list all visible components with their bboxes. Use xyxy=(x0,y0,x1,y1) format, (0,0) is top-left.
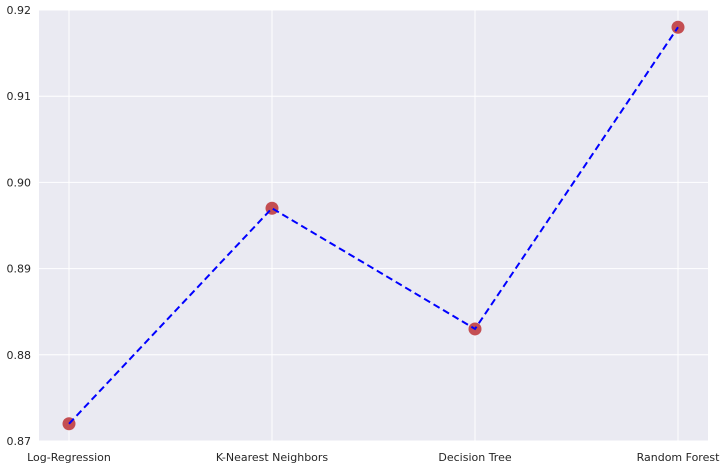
x-tick-label: Log-Regression xyxy=(27,451,111,464)
data-point-marker xyxy=(671,20,685,34)
y-tick-label: 0.88 xyxy=(7,349,32,362)
y-tick-label: 0.87 xyxy=(7,435,32,448)
y-tick-label: 0.92 xyxy=(7,4,32,17)
x-tick-label: K-Nearest Neighbors xyxy=(216,451,329,464)
y-tick-label: 0.90 xyxy=(7,176,32,189)
y-tick-label: 0.89 xyxy=(7,263,32,276)
plot-background xyxy=(39,10,708,441)
x-tick-label: Decision Tree xyxy=(438,451,511,464)
y-tick-label: 0.91 xyxy=(7,90,32,103)
x-tick-label: Random Forest xyxy=(637,451,720,464)
series-line xyxy=(68,26,679,425)
